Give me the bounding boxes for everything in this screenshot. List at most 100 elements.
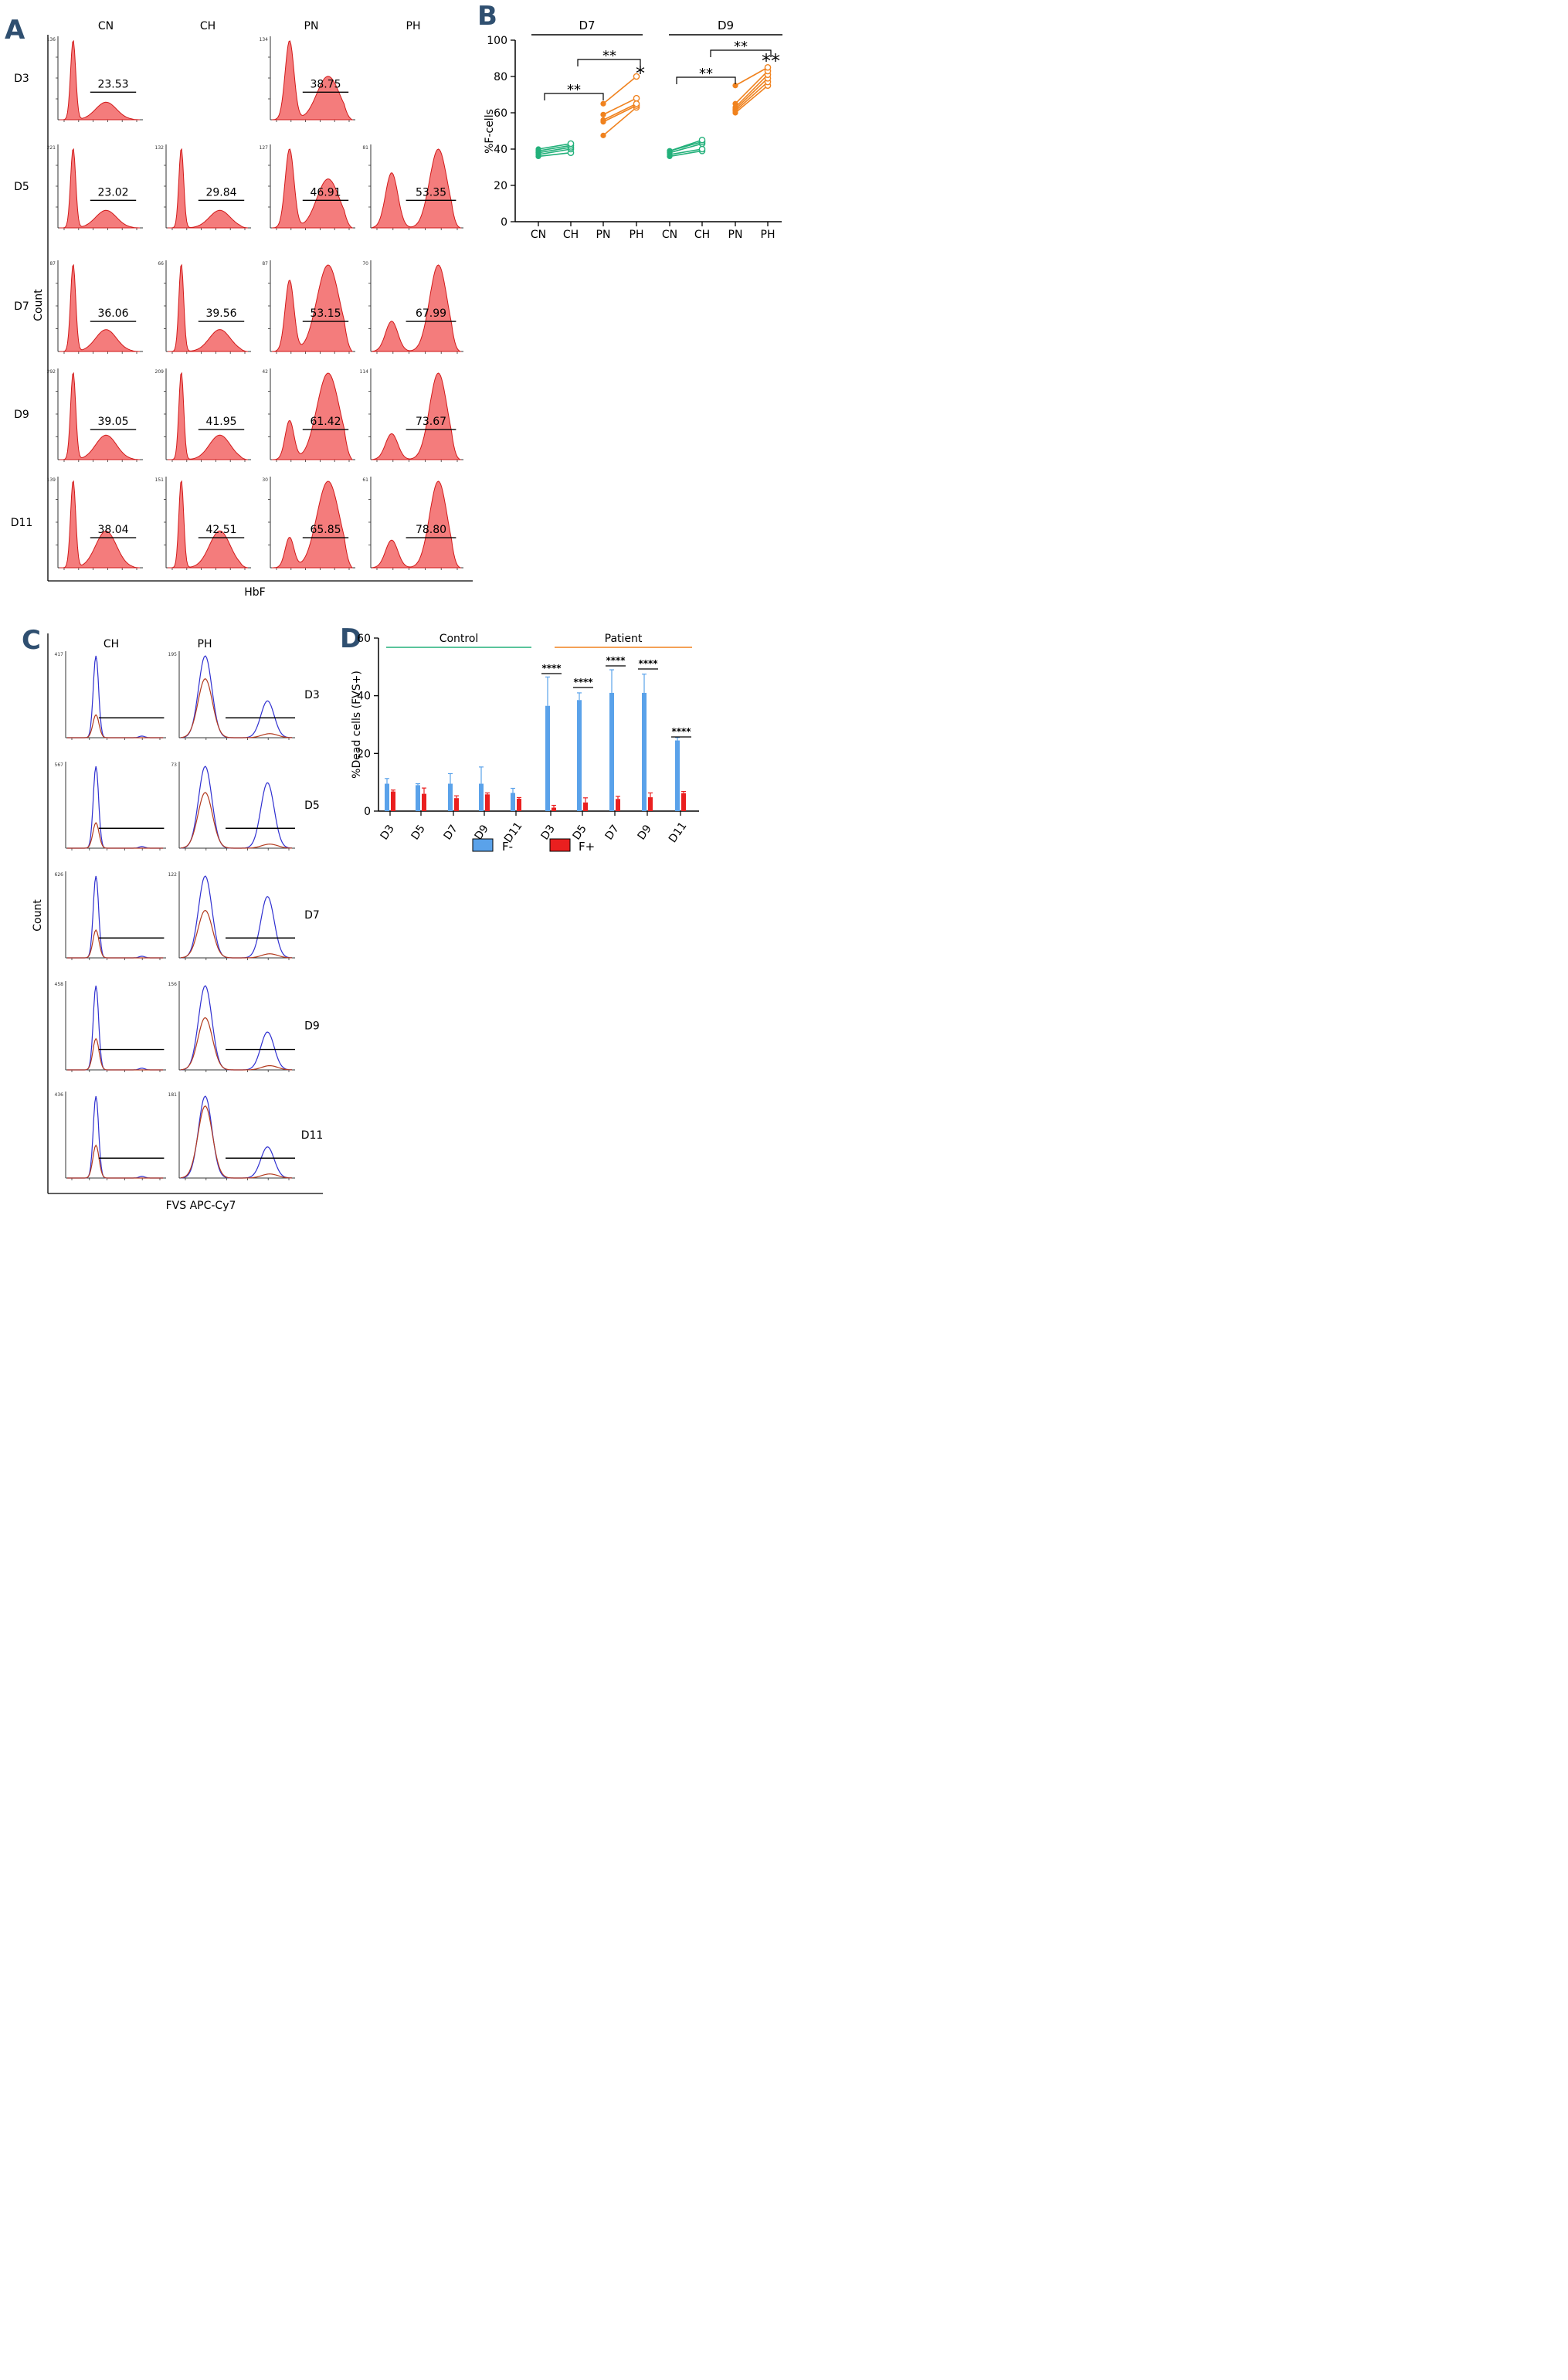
panel-d-bar-fminus: [385, 783, 389, 811]
hist-gate-value: 53.35: [416, 186, 446, 199]
hist-gate-value: 39.56: [205, 307, 236, 320]
panel-a-pn-d5: 127 46.91: [260, 144, 355, 230]
panel-b-f-cells-chart: B 0 20 40 60 80 100 %F-cells CN CH PN PH CN CH PN PH D7 D…: [477, 1, 782, 241]
panel-b-control-point-hypoxia: [567, 140, 575, 148]
panel-b-patient-pair-line: [602, 104, 637, 123]
panel-d-sig-label: ****: [573, 677, 593, 688]
panel-a-pn-d3: 134 38.75: [260, 36, 355, 122]
hist-gate-value: 23.53: [97, 78, 128, 90]
panel-d-group-label-control: Control: [440, 633, 479, 645]
hist-gate-value: 73.67: [416, 416, 446, 428]
panel-d-bar-fplus: [517, 798, 521, 811]
fplus-curve: [67, 714, 163, 738]
panel-d-bar-fminus: [416, 785, 420, 811]
panel-a-column-label-ch: CH: [200, 20, 216, 32]
panel-c-ch-d7: 626: [55, 871, 166, 960]
panel-d-bar-fplus: [648, 797, 653, 811]
hist-gate-value: 23.02: [97, 186, 128, 199]
hist-ymax-tick: 151: [155, 477, 165, 483]
panel-b-sig-label: **: [602, 48, 616, 64]
panel-b-x-tick-label-pn: PN: [728, 229, 743, 241]
panel-d-legend-swatch-fminus: [472, 838, 494, 852]
hist-curve: [168, 372, 249, 460]
panel-c-column-label-ph: PH: [198, 638, 212, 650]
hist-ymax-tick: 87: [262, 261, 268, 267]
fplus-curve: [180, 909, 292, 959]
hist-curve: [372, 264, 462, 352]
hist-ymax-tick: 209: [155, 369, 165, 375]
hist-ymax-tick: 181: [168, 1092, 178, 1098]
panel-c-ch-d3: 417: [55, 651, 166, 740]
panel-b-patient-pair-line: [735, 81, 769, 112]
hist-ymax-tick: 139: [47, 477, 56, 483]
panel-c-row-label-d5: D5: [304, 800, 320, 812]
fplus-curve: [180, 792, 292, 849]
panel-b-control-pair-line: [538, 146, 572, 154]
hist-curve: [372, 148, 462, 229]
panel-a-ph-d11: 61 78.80: [362, 477, 463, 570]
fminus-curve: [180, 766, 293, 849]
panel-a-ph-d7: 70 67.99: [362, 260, 463, 354]
panel-b-patient-point-hypoxia: [764, 63, 772, 71]
panel-b-control-point-normoxia: [535, 146, 541, 152]
panel-d-group-label-patient: Patient: [605, 633, 643, 645]
panel-d-sig-label: ****: [541, 663, 562, 674]
panel-b-patient-pair-line: [735, 70, 769, 104]
hist-ymax-tick: 458: [55, 982, 64, 987]
fplus-curve: [67, 929, 163, 959]
hist-gate-value: 78.80: [416, 524, 446, 536]
panel-a-ph-d9: 114 73.67: [360, 368, 463, 462]
panel-d-bar-fminus: [609, 692, 614, 811]
hist-ymax-tick: 127: [260, 145, 269, 151]
hist-curve: [168, 263, 249, 352]
hist-ymax-tick: 42: [262, 369, 268, 375]
fplus-curve: [180, 677, 292, 738]
panel-b-bracket-cn-pn-d9: [676, 76, 736, 84]
panel-a-letter: A: [5, 15, 25, 46]
fminus-curve: [67, 985, 163, 1071]
panel-b-y-tick-label: 20: [494, 180, 507, 192]
hist-gate-value: 29.84: [205, 186, 236, 199]
panel-b-patient-point-normoxia: [600, 100, 606, 107]
hist-gate-value: 36.06: [97, 307, 128, 320]
panel-b-control-point-normoxia: [667, 148, 673, 154]
panel-b-sig-label: *: [636, 63, 645, 84]
panel-b-x-tick-label-ch: CH: [694, 229, 710, 241]
panel-a-cn-d3: 136 23.53: [47, 36, 143, 122]
panel-b-bracket-ch-ph-d9: [710, 49, 772, 57]
panel-b-control-point-hypoxia: [698, 145, 706, 153]
panel-d-x-tick-label: D7: [442, 823, 460, 842]
hist-ymax-tick: 136: [47, 37, 56, 42]
panel-b-y-tick-label: 40: [494, 144, 507, 156]
panel-d-bar-fminus: [675, 740, 680, 811]
panel-b-patient-point-hypoxia: [633, 100, 640, 107]
panel-b-x-tick-label-pn: PN: [596, 229, 611, 241]
hist-curve: [59, 480, 140, 569]
fplus-curve: [67, 1144, 163, 1179]
panel-d-bar-fplus: [616, 799, 620, 811]
hist-curve: [168, 480, 249, 569]
panel-d-x-tick-label: D5: [409, 823, 428, 842]
hist-ymax-tick: 292: [47, 369, 56, 375]
panel-c-row-label-d11: D11: [301, 1129, 324, 1142]
hist-ymax-tick: 417: [55, 652, 64, 657]
panel-d-y-tick-label: 0: [364, 806, 371, 818]
hist-ymax-tick: 73: [171, 762, 177, 768]
panel-b-patient-pair-line: [735, 74, 769, 108]
panel-d-bar-fplus: [422, 793, 426, 811]
panel-d-bar-fplus: [681, 793, 686, 811]
panel-d-bar-fplus: [583, 802, 588, 811]
panel-b-bracket-ch-ph-d7: [577, 59, 641, 66]
hist-gate-value: 38.75: [310, 78, 341, 90]
panel-b-control-pair-line: [669, 150, 703, 158]
panel-a-cn-d11: 139 38.04: [47, 477, 143, 570]
panel-d-sig-label: ****: [606, 655, 626, 666]
panel-d-legend-label-fminus: F-: [502, 840, 513, 854]
hist-gate-value: 38.04: [97, 524, 128, 536]
fminus-curve: [67, 766, 163, 849]
panel-b-y-tick-label: 100: [487, 35, 507, 47]
hist-gate-value: 67.99: [416, 307, 446, 320]
panel-b-control-pair-line: [538, 144, 572, 152]
panel-d-bar-fminus: [511, 793, 515, 811]
